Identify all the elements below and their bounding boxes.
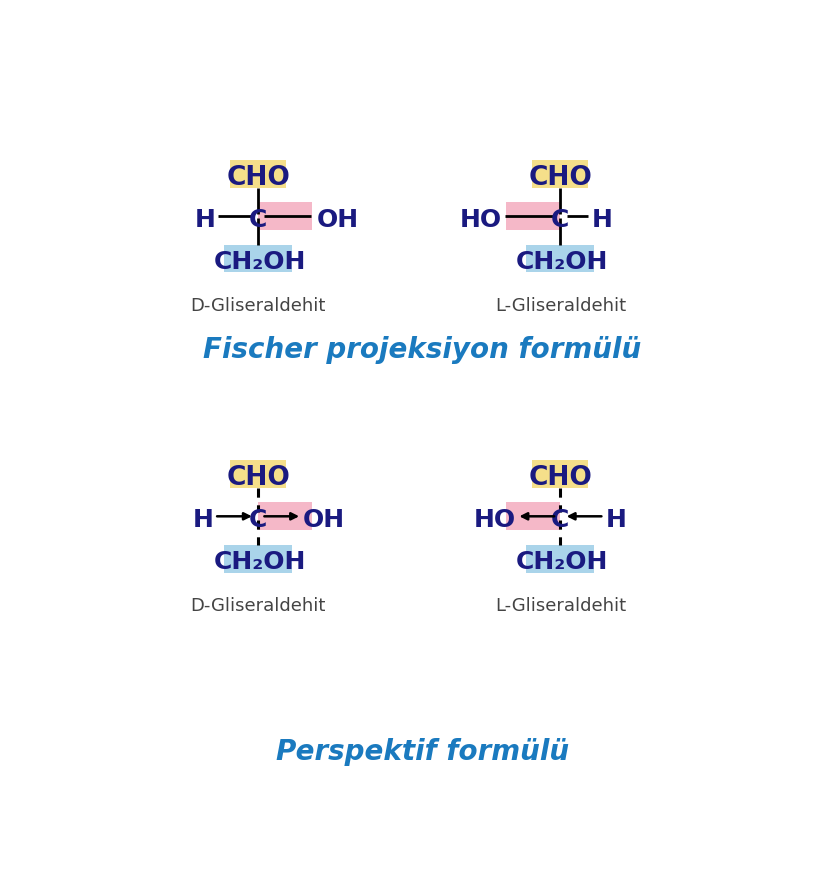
Text: H: H bbox=[592, 207, 612, 232]
Text: CH₂OH: CH₂OH bbox=[214, 550, 306, 574]
Text: HO: HO bbox=[460, 207, 502, 232]
Text: D-Gliseraldehit: D-Gliseraldehit bbox=[191, 296, 326, 314]
Text: Fischer projeksiyon formülü: Fischer projeksiyon formülü bbox=[203, 336, 642, 364]
FancyBboxPatch shape bbox=[506, 203, 560, 231]
FancyBboxPatch shape bbox=[224, 246, 292, 273]
Text: OH: OH bbox=[316, 207, 358, 232]
Text: CHO: CHO bbox=[529, 465, 592, 490]
FancyBboxPatch shape bbox=[230, 460, 286, 488]
FancyBboxPatch shape bbox=[230, 160, 286, 189]
FancyBboxPatch shape bbox=[526, 246, 595, 273]
Text: HO: HO bbox=[474, 507, 516, 531]
Text: D-Gliseraldehit: D-Gliseraldehit bbox=[191, 596, 326, 614]
FancyBboxPatch shape bbox=[532, 460, 588, 488]
Text: C: C bbox=[551, 507, 569, 531]
Text: L-Gliseraldehit: L-Gliseraldehit bbox=[495, 596, 626, 614]
Text: C: C bbox=[249, 507, 267, 531]
FancyBboxPatch shape bbox=[526, 545, 595, 573]
FancyBboxPatch shape bbox=[224, 545, 292, 573]
Text: CHO: CHO bbox=[226, 465, 290, 490]
Text: CH₂OH: CH₂OH bbox=[214, 250, 306, 274]
Text: CHO: CHO bbox=[226, 165, 290, 190]
Text: CHO: CHO bbox=[529, 165, 592, 190]
FancyBboxPatch shape bbox=[506, 503, 560, 531]
Text: H: H bbox=[606, 507, 626, 531]
Text: L-Gliseraldehit: L-Gliseraldehit bbox=[495, 296, 626, 314]
Text: H: H bbox=[192, 507, 213, 531]
FancyBboxPatch shape bbox=[258, 503, 313, 531]
Text: CH₂OH: CH₂OH bbox=[516, 550, 608, 574]
FancyBboxPatch shape bbox=[532, 160, 588, 189]
Text: OH: OH bbox=[303, 507, 345, 531]
Text: Perspektif formülü: Perspektif formülü bbox=[276, 738, 569, 766]
Text: C: C bbox=[551, 207, 569, 232]
FancyBboxPatch shape bbox=[258, 203, 313, 231]
Text: H: H bbox=[195, 207, 215, 232]
Text: C: C bbox=[249, 207, 267, 232]
Text: CH₂OH: CH₂OH bbox=[516, 250, 608, 274]
